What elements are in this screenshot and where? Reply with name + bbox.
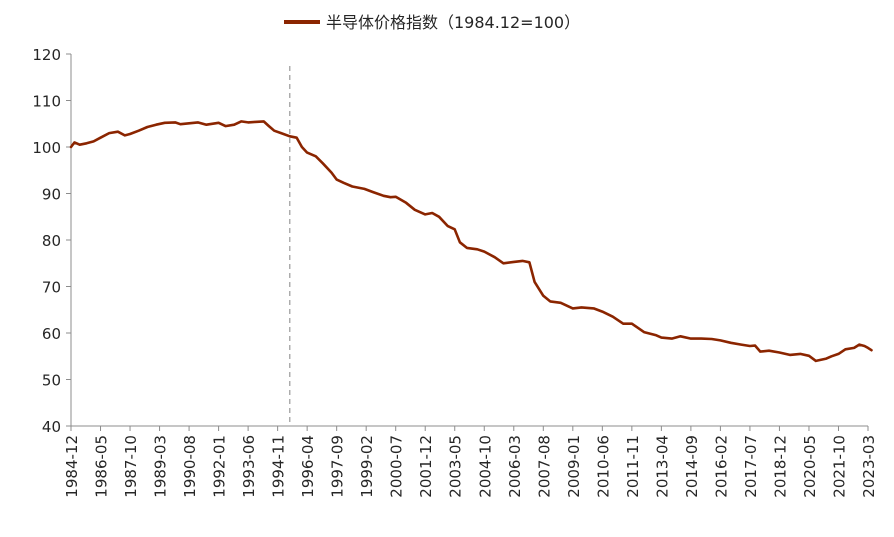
legend: 半导体价格指数（1984.12=100） [284, 13, 580, 32]
x-tick-label: 2010-06 [594, 435, 612, 498]
legend-label: 半导体价格指数（1984.12=100） [326, 13, 580, 32]
plot-area [69, 66, 873, 426]
y-tick-label: 70 [42, 279, 61, 297]
x-tick-label: 1984-12 [63, 435, 81, 498]
x-tick-label: 1990-08 [181, 435, 199, 498]
x-tick-label: 1987-10 [122, 435, 140, 498]
x-tick-label: 1986-05 [93, 435, 111, 498]
x-tick-label: 2020-05 [801, 435, 819, 498]
x-tick-label: 2014-09 [683, 435, 701, 498]
x-tick-label: 2009-01 [565, 435, 583, 498]
x-axis: 1984-12 1986-05 1987-10 1989-03 1990-08 1992-… [63, 425, 878, 498]
y-axis: 40 50 60 70 80 90 100 110 120 [32, 46, 72, 436]
x-tick-label: 2003-05 [447, 435, 465, 498]
x-tick-label: 1999-02 [358, 435, 376, 498]
y-tick-label: 50 [42, 372, 61, 390]
x-tick-label: 1994-11 [270, 435, 288, 498]
x-tick-label: 2017-07 [742, 435, 760, 498]
x-tick-label: 2023-03 [860, 435, 878, 498]
x-tick-label: 2013-04 [653, 435, 671, 498]
y-tick-label: 100 [32, 139, 61, 157]
x-tick-label: 2011-11 [624, 435, 642, 498]
y-tick-label: 120 [32, 46, 61, 64]
y-tick-label: 60 [42, 325, 61, 343]
x-tick-label: 2021-10 [830, 435, 848, 498]
x-tick-label: 2018-12 [771, 435, 789, 498]
x-tick-label: 1992-01 [211, 435, 229, 498]
x-tick-label: 2000-07 [388, 435, 406, 498]
y-tick-label: 110 [32, 93, 61, 111]
y-tick-label: 90 [42, 186, 61, 204]
y-tick-label: 80 [42, 232, 61, 250]
x-tick-label: 2006-03 [506, 435, 524, 498]
x-tick-label: 1993-06 [240, 435, 258, 498]
y-tick-label: 40 [42, 418, 61, 436]
x-tick-label: 2007-08 [535, 435, 553, 498]
x-tick-label: 2004-10 [476, 435, 494, 498]
x-tick-label: 1996-04 [299, 435, 317, 498]
x-tick-label: 2016-02 [712, 435, 730, 498]
x-tick-label: 2001-12 [417, 435, 435, 498]
x-tick-label: 1989-03 [152, 435, 170, 498]
series-line-semiconductor-price-index [69, 120, 873, 363]
x-tick-label: 1997-09 [329, 435, 347, 498]
